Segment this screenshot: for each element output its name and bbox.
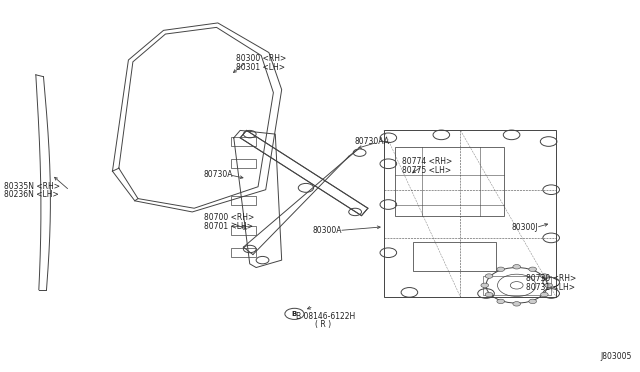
- Text: 80300 <RH>: 80300 <RH>: [236, 54, 286, 62]
- Circle shape: [497, 267, 504, 272]
- Text: J803005: J803005: [600, 352, 632, 361]
- Text: 80335N <RH>: 80335N <RH>: [4, 182, 60, 190]
- Text: 80731 <LH>: 80731 <LH>: [525, 283, 575, 292]
- Circle shape: [545, 283, 552, 288]
- Text: 80300J: 80300J: [511, 223, 538, 232]
- Text: 80701 <LH>: 80701 <LH>: [204, 222, 253, 231]
- Bar: [230, 137, 256, 146]
- Text: B 08146-6122H: B 08146-6122H: [296, 312, 356, 321]
- Bar: [483, 276, 550, 295]
- Bar: [230, 196, 256, 205]
- Circle shape: [497, 299, 504, 304]
- Circle shape: [513, 264, 520, 269]
- Text: 80300A: 80300A: [312, 226, 342, 235]
- Text: 80775 <LH>: 80775 <LH>: [402, 166, 451, 175]
- Text: 80730 <RH>: 80730 <RH>: [525, 274, 576, 283]
- Bar: [230, 248, 256, 257]
- Circle shape: [485, 274, 493, 278]
- Text: ( R ): ( R ): [315, 320, 331, 329]
- Circle shape: [485, 292, 493, 297]
- Circle shape: [541, 292, 548, 297]
- Text: B: B: [292, 311, 297, 317]
- Bar: [384, 131, 556, 297]
- Text: 80301 <LH>: 80301 <LH>: [236, 63, 285, 72]
- Circle shape: [541, 274, 548, 278]
- Text: 80700 <RH>: 80700 <RH>: [204, 213, 254, 222]
- Circle shape: [529, 267, 536, 272]
- Bar: [396, 147, 504, 216]
- Text: 80774 <RH>: 80774 <RH>: [402, 157, 452, 166]
- Bar: [230, 226, 256, 235]
- Circle shape: [529, 299, 536, 304]
- Circle shape: [513, 302, 520, 306]
- Bar: [230, 159, 256, 168]
- Circle shape: [481, 283, 488, 288]
- Text: 80730A: 80730A: [204, 170, 233, 179]
- Bar: [413, 241, 495, 271]
- Text: 80730AA: 80730AA: [355, 137, 390, 146]
- Text: 80236N <LH>: 80236N <LH>: [4, 190, 59, 199]
